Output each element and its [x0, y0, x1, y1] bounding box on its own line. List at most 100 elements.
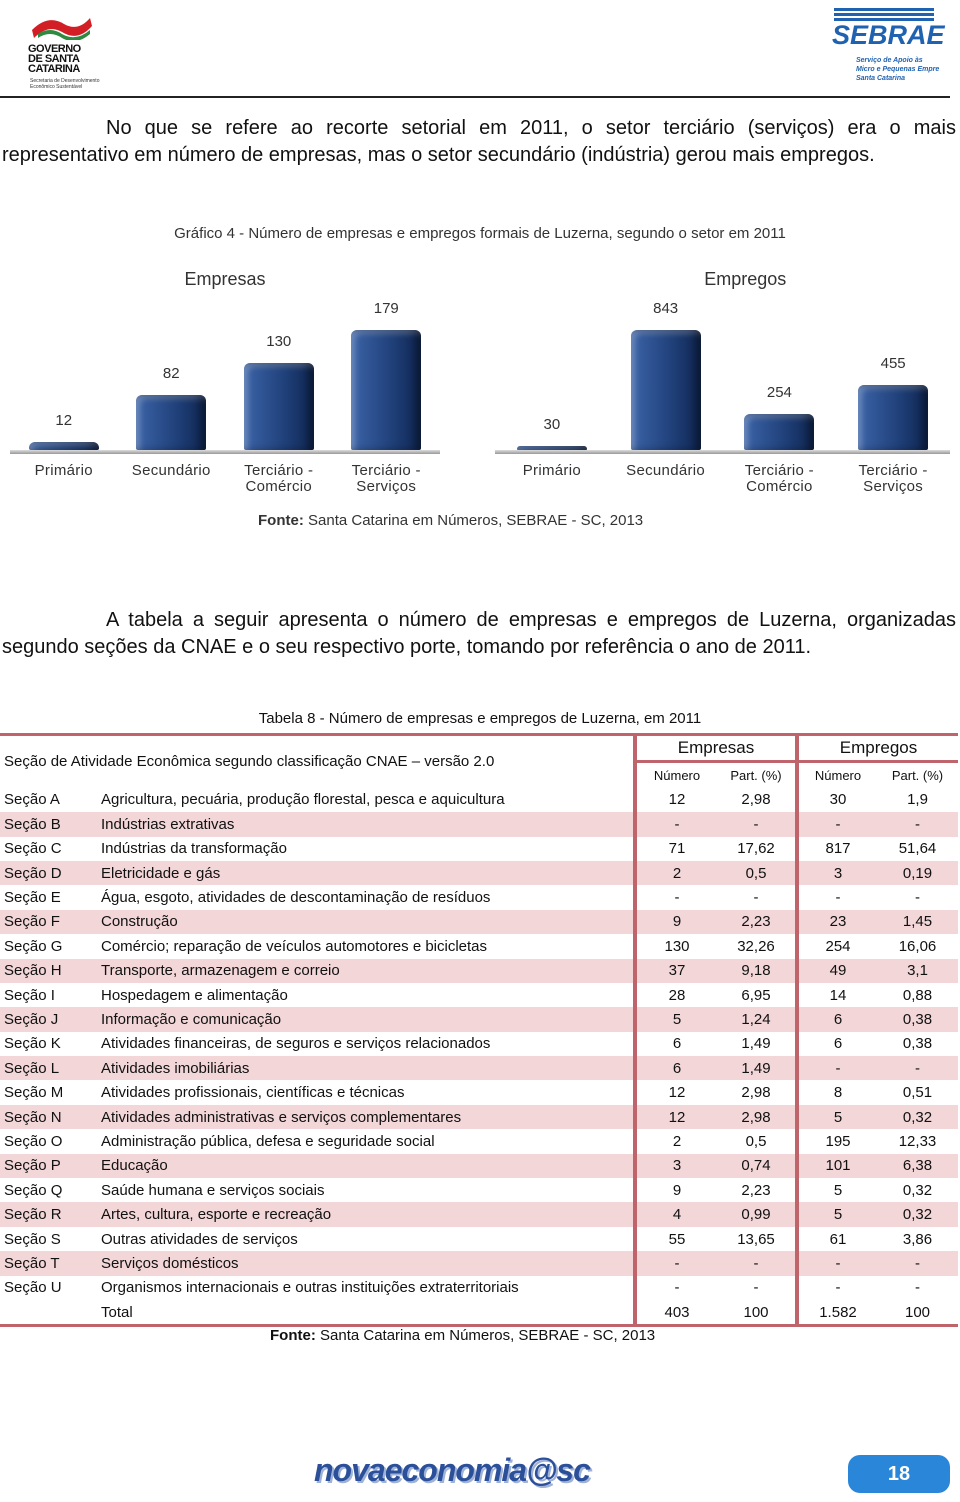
cell: 0,99 [717, 1202, 797, 1227]
cell: 0,32 [877, 1202, 958, 1227]
bar [744, 413, 815, 450]
cell: 51,64 [898, 840, 937, 858]
bar [243, 362, 314, 450]
value-label: 30 [543, 415, 561, 433]
section-name: Atividades profissionais, científicas e … [101, 1084, 405, 1102]
cell: 12 [633, 1080, 717, 1105]
table-row: Seção K Atividades financeiras, de seguro… [0, 1031, 958, 1057]
value-label: 455 [880, 355, 906, 373]
section-code: Seção D [0, 860, 97, 886]
cell: 6,38 [877, 1153, 958, 1179]
cell: 6 [795, 1007, 877, 1032]
table-row: Seção L Atividades imobiliárias 6 1,49- - [0, 1056, 958, 1081]
bar [28, 441, 99, 450]
cell: 0,38 [902, 1035, 933, 1053]
category-label: Terciário - Comércio [244, 462, 314, 495]
category-label: Secundário [131, 462, 211, 479]
category-label: Terciário - Serviços [858, 462, 928, 495]
section-code: Seção L [0, 1056, 97, 1081]
cell: 130 [633, 934, 717, 959]
cell: 5 [795, 1202, 877, 1227]
subheader: Número [795, 761, 877, 788]
table-row: Seção T Serviços domésticos - - - - [0, 1251, 958, 1276]
section-name: Transporte, armazenagem e correio [97, 958, 635, 983]
section-code: Seção N [0, 1104, 97, 1130]
cell: 0,5 [717, 860, 797, 886]
cell: 12 [633, 787, 717, 813]
section-code: Seção F [0, 909, 97, 935]
cell: 14 [795, 982, 877, 1008]
cell: 100 [904, 1303, 931, 1321]
section-code: Seção S [4, 1230, 61, 1248]
section-code: Seção B [0, 812, 97, 837]
cell: 9 [633, 909, 717, 935]
paragraph: No que se refere ao recorte setorial em … [2, 117, 956, 166]
section-code: Seção C [4, 840, 62, 858]
chart-title: Empregos [704, 269, 787, 289]
cell: 6 [633, 1056, 717, 1081]
source-label: Fonte: [258, 512, 304, 529]
section-name: Eletricidade e gás [97, 860, 635, 886]
cell: 2,98 [741, 791, 771, 809]
section-name: Organismos internacionais e outras insti… [101, 1279, 519, 1297]
cell: - [915, 1279, 920, 1297]
table-row: Seção A Agricultura, pecuária, produção f… [0, 787, 958, 813]
section-name: Administração pública, defesa e segurida… [101, 1132, 435, 1150]
value-label: 254 [766, 383, 792, 401]
cell: - [633, 885, 717, 910]
subheader: Part. (%) [891, 768, 944, 784]
cell: - [877, 1251, 958, 1276]
cell: 13,65 [737, 1230, 775, 1248]
section-code: Seção I [4, 986, 55, 1004]
cell: - [633, 1275, 717, 1300]
cell: - [915, 889, 920, 907]
cell: 5 [795, 1104, 877, 1130]
cell: 2 [633, 860, 717, 886]
section-code: Seção K [4, 1035, 61, 1053]
cell: 0,88 [902, 986, 933, 1004]
table-row: Seção Q Saúde humana e serviços sociais 9 2… [0, 1178, 958, 1203]
right-logo-text: SEBRAE [832, 20, 945, 50]
cell: - [877, 812, 958, 837]
section-code: Seção J [0, 1007, 97, 1032]
cell: 0,32 [877, 1104, 958, 1130]
cell: 0,38 [877, 1007, 958, 1032]
value-label: 12 [55, 411, 73, 429]
section-code: Seção H [0, 958, 97, 983]
section-name: Atividades financeiras, de seguros e ser… [101, 1035, 491, 1053]
flag-logo [28, 12, 98, 42]
section-name: Outras atividades de serviços [101, 1230, 298, 1248]
section-name: Hospedagem e alimentação [101, 986, 288, 1004]
cell: 0,32 [902, 1181, 933, 1199]
group-header: Empresas [633, 734, 797, 764]
category-label: Terciário - Comércio [744, 462, 814, 495]
cell: 37 [633, 958, 717, 983]
cell: 2,98 [741, 1084, 771, 1102]
section-code: Seção G [4, 937, 63, 955]
cell: - [753, 1279, 759, 1297]
section-name: Serviços domésticos [97, 1251, 635, 1276]
cell: 1,24 [717, 1007, 797, 1032]
baseline [495, 450, 950, 454]
chart: Empresas 12 Primário 82 Secundário 130 Terciár… [10, 265, 440, 505]
figure-caption: Gráfico 4 - Número de empresas e emprego… [174, 225, 786, 242]
spacer [0, 1300, 97, 1326]
subheader: Número [633, 761, 717, 788]
section-name: Atividades imobiliárias [97, 1056, 635, 1081]
cell: - [795, 885, 877, 910]
right-logo-sub: Serviço de Apoio às Micro e Pequenas Emp… [856, 57, 940, 82]
table-row: Seção D Eletricidade e gás 2 0,5 3 0,19 [0, 860, 958, 886]
value-label: 82 [162, 365, 180, 383]
cell: 61 [795, 1226, 877, 1252]
chart: Empregos 30 Primário 843 Secundário 254 Terciá… [495, 265, 950, 505]
section-name: Agricultura, pecuária, produção floresta… [101, 791, 505, 809]
table-row: Seção H Transporte, armazenagem e correio… [0, 958, 958, 983]
baseline [10, 450, 440, 454]
section-code: Seção Q [4, 1181, 63, 1199]
table-row: Seção I Hospedagem e alimentação 28 6,95 14 0… [0, 982, 958, 1008]
cell: 101 [795, 1153, 877, 1179]
section-code: Seção M [4, 1084, 64, 1102]
cell: 12 [633, 1104, 717, 1130]
page-number: 18 [848, 1455, 950, 1493]
